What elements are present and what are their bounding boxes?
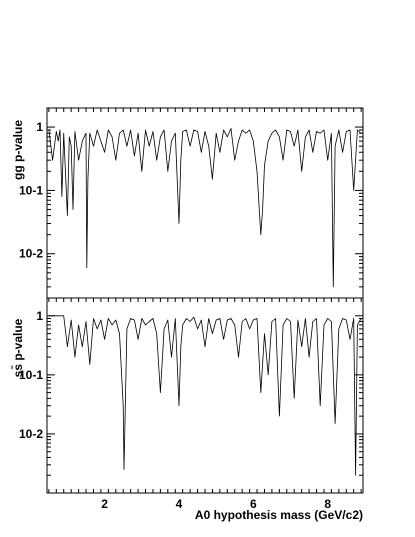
y-tick-label: 10-1 (19, 368, 43, 382)
y-tick-label: 1 (36, 309, 43, 323)
x-axis: 2 4 6 8 (48, 108, 362, 511)
top-panel-gg: 1 10-1 10-2 gg p-value (11, 107, 364, 299)
y-tick-label: 10-2 (19, 427, 43, 441)
bottom-panel-ssbar: 1 10-1 10-2 2 4 6 8 ss̄ p-value A0 hypothesis… (11, 108, 364, 522)
top-y-axis: 1 10-1 10-2 (19, 107, 363, 299)
y-tick-label: 10-2 (19, 247, 43, 261)
top-y-axis-title: gg p-value (11, 120, 25, 180)
y-tick-label: 1 (36, 120, 43, 134)
x-tick-label: 6 (250, 497, 257, 511)
x-tick-label: 4 (176, 497, 183, 511)
bottom-y-axis-title: ss̄ p-value (11, 318, 25, 377)
bottom-plot-frame (46, 297, 364, 494)
ssbar-pvalue-curve (48, 315, 362, 476)
x-axis-title: A0 hypothesis mass (GeV/c2) (195, 508, 363, 522)
gg-pvalue-curve (48, 128, 362, 288)
x-tick-label: 8 (324, 497, 331, 511)
x-tick-label: 2 (101, 497, 108, 511)
y-tick-label: 10-1 (19, 183, 43, 197)
bottom-y-axis: 1 10-1 10-2 (19, 297, 363, 494)
